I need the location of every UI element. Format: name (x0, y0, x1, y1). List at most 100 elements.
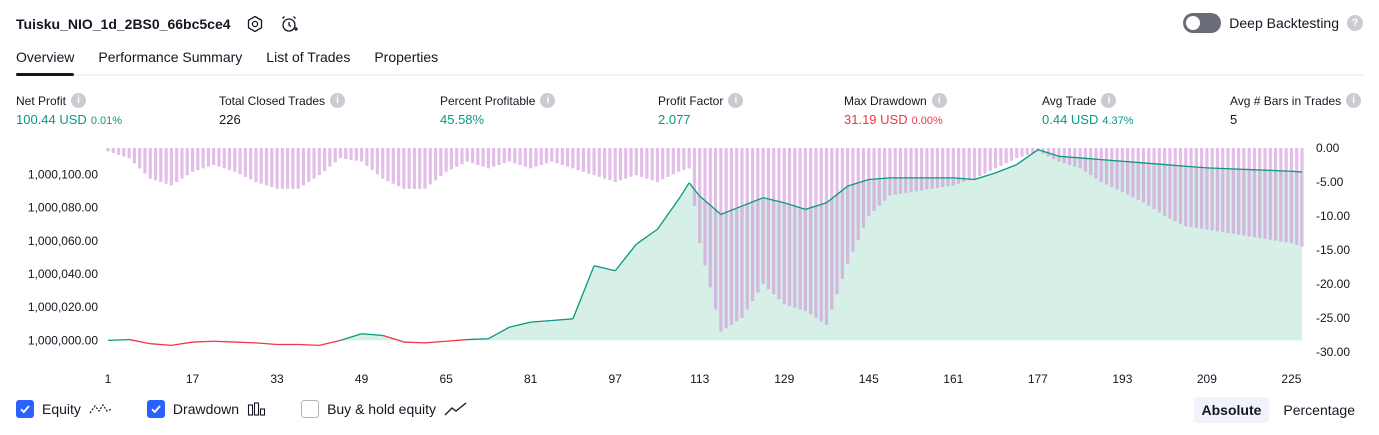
metric-value: 226 (219, 112, 241, 127)
tab-properties[interactable]: Properties (374, 49, 439, 65)
tab-overview[interactable]: Overview (16, 44, 75, 76)
equity-line-segment (1249, 168, 1271, 172)
drawdown-bar (513, 148, 517, 164)
alarm-clock-add-icon[interactable] (279, 14, 299, 34)
drawdown-bar (259, 148, 263, 184)
percentage-button[interactable]: Percentage (1283, 402, 1355, 418)
legend-drawdown[interactable]: Drawdown (146, 400, 267, 418)
drawdown-bar (930, 148, 934, 189)
drawdown-bar (1147, 148, 1151, 206)
drawdown-bar (122, 148, 126, 157)
info-icon[interactable]: i (1101, 93, 1117, 108)
drawdown-bar (935, 148, 940, 188)
drawdown-bar (803, 148, 807, 312)
info-icon[interactable]: i (931, 93, 947, 108)
right-axis-tick: -30.00 (1316, 345, 1350, 359)
drawdown-bar (375, 148, 380, 175)
equity-line-segment (171, 341, 193, 347)
drawdown-bar (898, 148, 903, 194)
legend-buy-hold-equity[interactable]: Buy & hold equity (301, 400, 468, 418)
drawdown-bar (544, 148, 549, 164)
equity-line-segment (1037, 149, 1060, 157)
equity-line-segment (551, 318, 573, 322)
drawdown-bar (1184, 148, 1188, 227)
equity-line-segment (974, 172, 996, 181)
info-icon[interactable]: i (1346, 93, 1362, 108)
drawdown-bar (1189, 148, 1193, 228)
drawdown-bar (988, 148, 992, 171)
gear-icon[interactable] (245, 14, 265, 34)
metric-value: 5 (1230, 112, 1238, 127)
drawdown-bar (270, 148, 274, 188)
info-icon[interactable]: i (71, 93, 87, 108)
drawdown-bar (1126, 148, 1130, 195)
drawdown-bar (1289, 148, 1294, 244)
equity-line-segment (784, 202, 806, 210)
x-axis-tick: 145 (859, 372, 879, 386)
drawdown-bar (798, 148, 802, 310)
equity-line-segment (593, 265, 616, 272)
checkbox-checked[interactable] (146, 400, 165, 418)
drawdown-bar (418, 148, 422, 189)
metric-value: 31.19 USD (844, 112, 908, 127)
drawdown-bar (396, 148, 401, 187)
tab-performance-summary[interactable]: Performance Summary (98, 49, 243, 65)
equity-line-segment (488, 326, 510, 340)
drawdown-bar (206, 148, 210, 167)
drawdown-bar (132, 148, 137, 164)
drawdown-bar (328, 148, 332, 167)
x-axis-tick: 161 (943, 372, 963, 386)
equity-line-segment (635, 228, 658, 245)
metric-net-profit: Net Profit i 100.44 USD 0.01% (16, 93, 122, 127)
report-header: Tuisku_NIO_1d_2BS0_66bc5ce4 (16, 12, 299, 36)
drawdown-bar (169, 148, 173, 186)
drawdown-bar (1030, 148, 1035, 154)
drawdown-bar (867, 148, 871, 216)
check-icon (151, 405, 161, 414)
drawdown-bar (1046, 148, 1051, 157)
drawdown-bar (809, 148, 813, 315)
drawdown-bar (566, 148, 570, 167)
drawdown-bar (386, 148, 390, 182)
drawdown-bar (138, 148, 142, 169)
x-axis-tick: 65 (439, 372, 453, 386)
legend-equity[interactable]: Equity (16, 400, 113, 418)
drawdown-bar (317, 148, 321, 176)
drawdown-bar (576, 148, 580, 171)
drawdown-bar (713, 148, 718, 310)
drawdown-bar (148, 148, 152, 179)
drawdown-bar (592, 148, 596, 176)
drawdown-bar (338, 148, 343, 159)
info-icon[interactable]: i (540, 93, 556, 108)
drawdown-bar (840, 148, 844, 279)
info-icon[interactable]: i (728, 93, 744, 108)
drawdown-bar (856, 148, 860, 240)
metric-percent: 4.37% (1102, 115, 1134, 127)
drawdown-bar (291, 148, 295, 189)
drawdown-bar (1099, 148, 1103, 182)
drawdown-bar (629, 148, 633, 177)
drawdown-bar (529, 148, 533, 169)
drawdown-bar (333, 148, 337, 163)
checkbox-unchecked[interactable] (301, 400, 320, 418)
drawdown-bar (539, 148, 543, 165)
absolute-button[interactable]: Absolute (1193, 397, 1270, 423)
deep-backtesting-toggle[interactable] (1183, 13, 1222, 33)
drawdown-bar (581, 148, 586, 172)
drawdown-bar (782, 148, 786, 305)
drawdown-bar (1273, 148, 1278, 241)
tab-list-of-trades[interactable]: List of Trades (266, 49, 351, 65)
drawdown-bar (692, 148, 697, 206)
equity-line-segment (424, 340, 447, 344)
drawdown-bar (555, 148, 559, 164)
drawdown-bar (1226, 148, 1230, 233)
drawdown-bar (993, 148, 998, 169)
info-icon[interactable]: i (330, 93, 346, 108)
drawdown-bar (312, 148, 316, 179)
equity-drawdown-chart[interactable]: 1,000,000.00 1,000,020.00 1,000,040.00 1,00… (0, 140, 1379, 390)
help-icon[interactable]: ? (1347, 15, 1363, 31)
checkbox-checked[interactable] (16, 400, 34, 418)
drawdown-bar (323, 148, 327, 171)
drawdown-bar (354, 148, 358, 161)
equity-line-segment (826, 185, 849, 204)
